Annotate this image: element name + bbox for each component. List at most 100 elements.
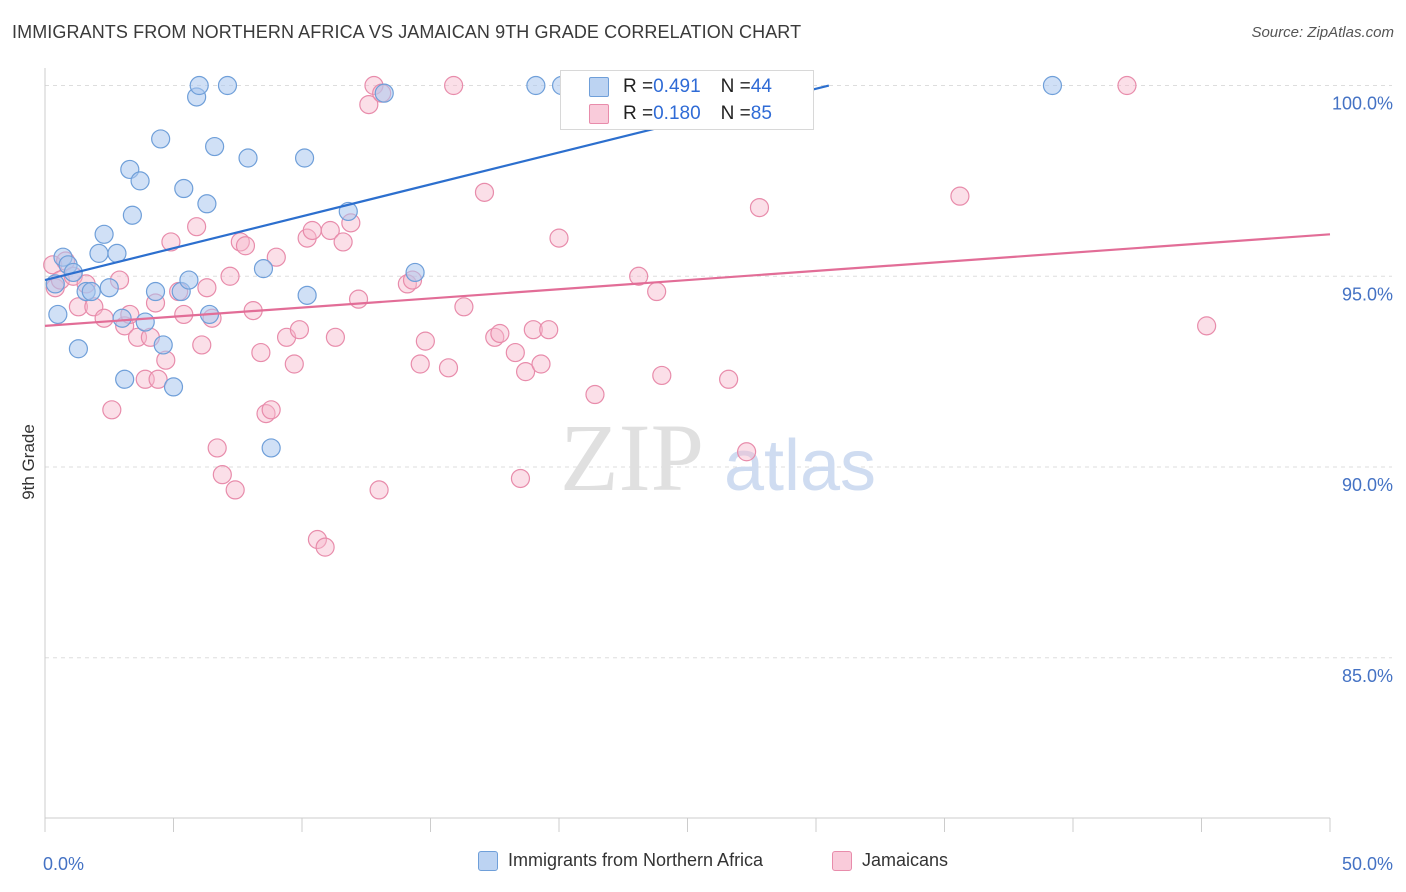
data-point-jamaicans (315, 537, 335, 557)
data-point-jamaicans (225, 480, 245, 500)
data-point-jamaicans (148, 369, 168, 389)
watermark-atlas: atlas (724, 426, 876, 506)
data-point-jamaicans (207, 438, 227, 458)
data-point-northern-africa (81, 281, 101, 302)
data-point-northern-africa (205, 136, 225, 157)
data-point-jamaicans (485, 327, 505, 347)
data-point-jamaicans (192, 335, 212, 355)
data-point-northern-africa (99, 278, 119, 298)
data-point-northern-africa (526, 75, 546, 96)
data-point-jamaicans (187, 217, 207, 237)
data-point-jamaicans (749, 198, 770, 218)
legend-swatch-pink (589, 104, 609, 124)
data-point-northern-africa (163, 377, 184, 397)
data-point-jamaicans (307, 529, 328, 550)
data-point-northern-africa (135, 312, 155, 332)
data-point-northern-africa (189, 75, 209, 96)
data-point-jamaicans (256, 404, 276, 424)
data-point-northern-africa (68, 339, 89, 359)
data-point-northern-africa (130, 171, 150, 191)
grid-lines (45, 85, 1392, 659)
data-point-jamaicans (197, 278, 217, 298)
data-point-northern-africa (297, 285, 317, 305)
legend-item-northern-africa: Immigrants from Northern Africa (478, 850, 763, 871)
chart-source: Source: ZipAtlas.com (1251, 24, 1394, 41)
data-point-jamaicans (539, 320, 559, 340)
x-tick-label: 50.0% (1342, 854, 1393, 874)
data-point-jamaicans (652, 365, 672, 386)
data-point-northern-africa (217, 75, 238, 96)
chart-title: IMMIGRANTS FROM NORTHERN AFRICA VS JAMAI… (12, 22, 802, 42)
y-tick-labels: 85.0% 90.0% 95.0% 100.0% (1332, 94, 1393, 686)
legend-swatch-blue (478, 850, 498, 871)
data-point-jamaicans (490, 323, 510, 344)
legend-swatch-blue (589, 77, 609, 97)
watermark-zip: ZIP (560, 404, 704, 511)
data-point-northern-africa (174, 178, 194, 199)
data-point-jamaicans (647, 281, 667, 302)
data-point-jamaicans (369, 480, 389, 500)
y-tick-label: 100.0% (1332, 94, 1393, 114)
data-point-jamaicans (161, 232, 181, 252)
data-point-jamaicans (505, 342, 525, 363)
legend-item-jamaicans: Jamaicans (832, 850, 948, 871)
data-point-jamaicans (1197, 316, 1217, 336)
data-point-jamaicans (629, 266, 649, 286)
data-point-jamaicans (102, 400, 122, 420)
data-point-jamaicans (549, 228, 569, 248)
data-point-northern-africa (48, 304, 68, 325)
data-point-jamaicans (302, 220, 322, 241)
data-point-jamaicans (220, 266, 240, 286)
data-point-jamaicans (289, 320, 310, 340)
data-point-jamaicans (359, 94, 379, 115)
n-label: N = (720, 103, 751, 124)
legend-label: Jamaicans (862, 850, 949, 870)
data-point-jamaicans (348, 289, 369, 309)
y-tick-label: 90.0% (1342, 475, 1393, 495)
data-point-jamaicans (531, 354, 551, 374)
data-point-jamaicans (68, 297, 89, 317)
n-value: 85 (750, 103, 772, 124)
data-point-northern-africa (89, 243, 109, 263)
data-point-jamaicans (474, 182, 495, 202)
data-point-jamaicans (284, 354, 304, 374)
data-point-northern-africa (94, 224, 114, 244)
data-point-northern-africa (179, 270, 199, 290)
data-point-jamaicans (320, 220, 340, 241)
data-point-jamaicans (333, 232, 353, 252)
r-value: 0.180 (653, 103, 701, 124)
data-point-northern-africa (151, 129, 171, 149)
data-point-jamaicans (251, 342, 271, 363)
data-point-jamaicans (1117, 75, 1137, 96)
legend-swatch-pink (832, 850, 852, 871)
r-label: R = (623, 76, 654, 97)
data-point-northern-africa (261, 438, 281, 458)
data-point-jamaicans (94, 308, 114, 328)
n-value: 44 (750, 76, 772, 97)
data-point-jamaicans (444, 75, 464, 96)
data-point-northern-africa (238, 148, 258, 168)
data-point-northern-africa (153, 335, 173, 355)
data-point-jamaicans (266, 247, 286, 267)
data-point-jamaicans (410, 354, 430, 374)
series-legend: Immigrants from Northern Africa Jamaican… (0, 850, 1406, 880)
data-point-jamaicans (261, 400, 281, 420)
data-point-jamaicans (438, 358, 459, 378)
data-point-northern-africa (374, 83, 394, 103)
data-point-jamaicans (174, 304, 194, 325)
data-point-northern-africa (405, 262, 425, 283)
legend-label: Immigrants from Northern Africa (508, 850, 764, 870)
r-value: 0.491 (653, 76, 701, 97)
data-point-jamaicans (212, 465, 232, 485)
x-tick-label: 0.0% (43, 854, 84, 874)
data-point-jamaicans (523, 320, 543, 340)
data-point-jamaicans (515, 362, 536, 382)
data-point-jamaicans (737, 442, 757, 462)
data-point-northern-africa (253, 259, 274, 279)
trend-line-jamaicans (44, 233, 1331, 327)
stats-legend-row-pink: R = 0.180 N = 85 (561, 100, 772, 128)
data-point-northern-africa (112, 308, 132, 328)
data-point-jamaicans (325, 327, 346, 347)
data-point-jamaicans (585, 384, 605, 405)
